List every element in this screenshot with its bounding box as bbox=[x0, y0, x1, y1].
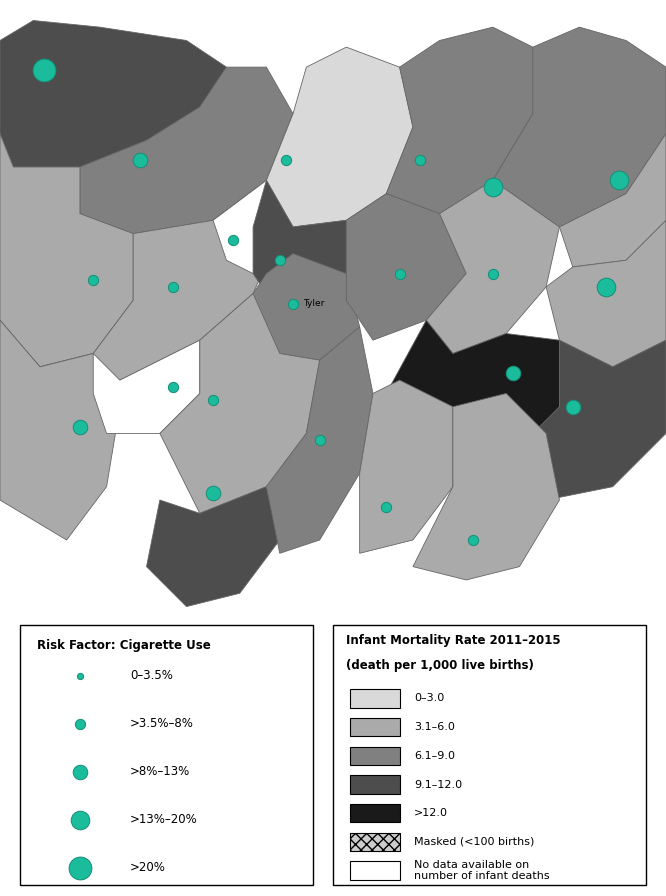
Text: 6.1–9.0: 6.1–9.0 bbox=[414, 751, 456, 761]
Text: 3.1–6.0: 3.1–6.0 bbox=[414, 722, 455, 732]
Point bbox=[39, 64, 49, 78]
Polygon shape bbox=[80, 67, 293, 234]
Point bbox=[381, 499, 392, 513]
Bar bbox=[350, 775, 400, 794]
Text: >13%–20%: >13%–20% bbox=[130, 814, 198, 826]
Point bbox=[488, 180, 498, 194]
Bar bbox=[350, 718, 400, 737]
Point bbox=[168, 280, 178, 294]
Polygon shape bbox=[546, 220, 666, 366]
Point bbox=[394, 266, 405, 280]
Polygon shape bbox=[266, 327, 373, 554]
Point bbox=[314, 433, 325, 447]
Polygon shape bbox=[493, 27, 666, 227]
Polygon shape bbox=[160, 294, 320, 513]
Point bbox=[75, 668, 85, 683]
Polygon shape bbox=[0, 134, 133, 366]
Point bbox=[274, 253, 285, 267]
Text: >8%–13%: >8%–13% bbox=[130, 765, 190, 779]
Polygon shape bbox=[0, 21, 226, 167]
Bar bbox=[350, 804, 400, 823]
Point bbox=[507, 366, 518, 381]
Bar bbox=[333, 625, 646, 884]
Polygon shape bbox=[559, 134, 666, 267]
Text: 0–3.5%: 0–3.5% bbox=[130, 669, 172, 683]
Point bbox=[601, 280, 611, 294]
Polygon shape bbox=[413, 393, 559, 580]
Text: Tyler: Tyler bbox=[303, 299, 324, 308]
Bar bbox=[350, 746, 400, 765]
Polygon shape bbox=[346, 194, 466, 340]
Text: 0–3.0: 0–3.0 bbox=[414, 694, 444, 703]
Text: >20%: >20% bbox=[130, 861, 166, 874]
Point bbox=[75, 813, 85, 827]
Polygon shape bbox=[253, 180, 346, 306]
Polygon shape bbox=[253, 254, 360, 360]
Polygon shape bbox=[93, 340, 200, 434]
Polygon shape bbox=[266, 47, 413, 227]
Point bbox=[288, 297, 298, 311]
Point bbox=[75, 419, 85, 434]
Polygon shape bbox=[360, 380, 453, 554]
Point bbox=[208, 487, 218, 501]
Polygon shape bbox=[0, 320, 120, 540]
Polygon shape bbox=[386, 320, 559, 487]
Point bbox=[168, 380, 178, 394]
Polygon shape bbox=[147, 487, 280, 607]
Point bbox=[488, 266, 498, 280]
Point bbox=[228, 233, 238, 247]
Text: (death per 1,000 live births): (death per 1,000 live births) bbox=[346, 659, 534, 672]
Point bbox=[208, 393, 218, 408]
Point bbox=[75, 764, 85, 779]
Polygon shape bbox=[40, 180, 280, 380]
Text: >3.5%–8%: >3.5%–8% bbox=[130, 718, 194, 730]
Bar bbox=[350, 861, 400, 880]
Text: Risk Factor: Cigarette Use: Risk Factor: Cigarette Use bbox=[37, 639, 210, 652]
Polygon shape bbox=[426, 180, 559, 354]
Polygon shape bbox=[213, 180, 280, 273]
Bar bbox=[350, 832, 400, 851]
Point bbox=[567, 400, 578, 414]
Point bbox=[614, 173, 625, 187]
Point bbox=[281, 153, 292, 168]
Polygon shape bbox=[386, 27, 533, 213]
Bar bbox=[350, 689, 400, 708]
Text: 9.1–12.0: 9.1–12.0 bbox=[414, 780, 462, 789]
Polygon shape bbox=[506, 340, 666, 500]
Text: Infant Mortality Rate 2011–2015: Infant Mortality Rate 2011–2015 bbox=[346, 633, 561, 647]
Point bbox=[414, 153, 425, 168]
Point bbox=[135, 153, 145, 168]
Point bbox=[75, 717, 85, 731]
Point bbox=[468, 533, 478, 547]
Text: No data available on
number of infant deaths: No data available on number of infant de… bbox=[414, 860, 550, 882]
Text: >12.0: >12.0 bbox=[414, 808, 448, 818]
Point bbox=[75, 860, 85, 874]
Point bbox=[88, 273, 99, 288]
Text: Masked (<100 births): Masked (<100 births) bbox=[414, 837, 535, 847]
Bar bbox=[350, 832, 400, 851]
Bar bbox=[20, 625, 313, 884]
